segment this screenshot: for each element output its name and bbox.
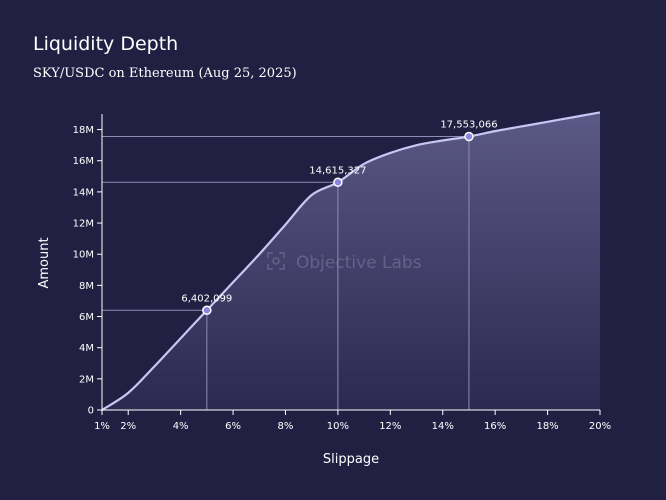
data-point-marker[interactable] bbox=[464, 131, 474, 142]
x-tick-label: 2% bbox=[120, 421, 136, 432]
watermark: Objective Labs bbox=[267, 252, 422, 273]
x-tick-label: 1% bbox=[94, 421, 110, 432]
x-tick-label: 4% bbox=[173, 421, 189, 432]
x-tick-label: 12% bbox=[379, 421, 401, 432]
data-point-marker[interactable] bbox=[202, 305, 212, 316]
x-tick-label: 16% bbox=[484, 421, 506, 432]
data-point-marker[interactable] bbox=[333, 177, 343, 188]
area-fill bbox=[102, 112, 600, 410]
watermark-text: Objective Labs bbox=[296, 253, 422, 273]
data-point-label: 14,615,327 bbox=[309, 165, 366, 176]
y-tick-label: 6M bbox=[79, 312, 94, 323]
chart-subtitle: SKY/USDC on Ethereum (Aug 25, 2025) bbox=[33, 66, 297, 81]
objective-labs-logo-icon bbox=[267, 252, 285, 270]
y-tick-label: 18M bbox=[73, 125, 94, 136]
y-tick-label: 0 bbox=[88, 406, 94, 417]
y-tick-label: 10M bbox=[73, 250, 94, 261]
y-tick-label: 12M bbox=[73, 219, 94, 230]
data-point-label: 17,553,066 bbox=[440, 120, 497, 131]
x-tick-label: 10% bbox=[327, 421, 349, 432]
y-axis-title: Amount bbox=[37, 237, 52, 288]
y-tick-label: 16M bbox=[73, 156, 94, 167]
y-tick-label: 8M bbox=[79, 281, 94, 292]
x-tick-label: 18% bbox=[536, 421, 558, 432]
x-tick-label: 14% bbox=[432, 421, 454, 432]
series-line bbox=[101, 111, 601, 411]
y-tick-label: 14M bbox=[73, 187, 94, 198]
x-axis-title: Slippage bbox=[323, 452, 379, 467]
data-point-label: 6,402,099 bbox=[181, 293, 232, 304]
x-tick-label: 6% bbox=[225, 421, 241, 432]
x-tick-label: 8% bbox=[278, 421, 294, 432]
y-tick-label: 4M bbox=[79, 343, 94, 354]
x-tick-label: 20% bbox=[589, 421, 611, 432]
chart-title: Liquidity Depth bbox=[33, 33, 179, 55]
y-tick-label: 2M bbox=[79, 374, 94, 385]
